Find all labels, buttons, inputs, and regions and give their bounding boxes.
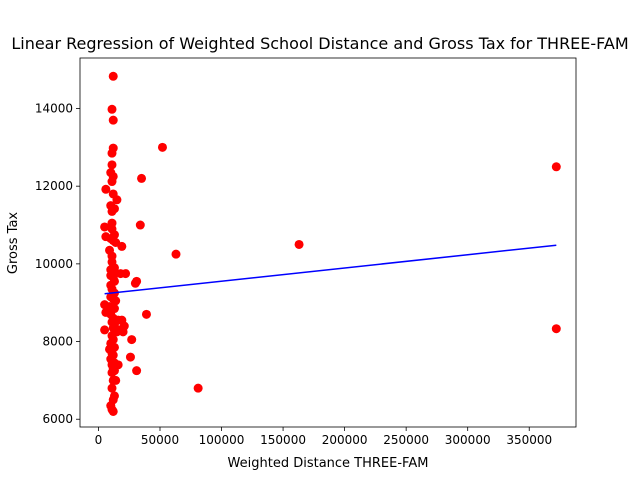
data-point [100,222,110,232]
plot-area [79,57,577,428]
x-tick-label: 350000 [506,433,552,447]
data-point [132,276,142,286]
data-point [294,239,304,249]
data-point [551,162,561,172]
data-point [141,309,151,319]
y-tick-label: 8000 [42,335,73,349]
data-point [108,406,118,416]
data-point [171,249,181,259]
data-point [135,220,145,230]
x-tick-label: 0 [95,433,103,447]
data-point [111,296,121,306]
y-tick-label: 6000 [42,412,73,426]
data-point [113,360,123,370]
data-point [132,366,142,376]
x-tick-label: 100000 [199,433,245,447]
data-point [107,206,117,216]
data-point [121,269,131,279]
data-point [112,195,122,205]
data-point [101,184,111,194]
x-axis: 0 50000 100000 150000 200000 250000 300000 3500… [95,427,552,447]
data-point [107,104,117,114]
x-tick-label: 50000 [141,433,179,447]
y-axis-label: Gross Tax [6,212,21,275]
data-point [107,160,117,170]
data-point [157,142,167,152]
data-point [107,148,117,158]
data-point [108,71,118,81]
plot-frame [79,57,577,428]
data-point [107,177,117,187]
data-point [108,115,118,125]
data-point [107,368,117,378]
x-tick-label: 300000 [445,433,491,447]
data-point [108,375,118,385]
y-tick-label: 12000 [35,179,73,193]
y-tick-label: 10000 [35,257,73,271]
data-point [117,241,127,251]
data-point [118,327,128,337]
x-tick-label: 150000 [260,433,306,447]
y-axis: 6000 8000 10000 12000 14000 [35,101,80,426]
x-axis-label: Weighted Distance THREE-FAM [228,456,429,471]
data-point [193,383,203,393]
data-point [107,383,117,393]
data-point [125,352,135,362]
regression-line [104,244,557,295]
data-point [137,173,147,183]
data-point [551,324,561,334]
x-tick-label: 200000 [322,433,368,447]
chart-title: Linear Regression of Weighted School Dis… [11,34,628,53]
x-tick-label: 250000 [383,433,429,447]
data-point [100,325,110,335]
data-point [127,335,137,345]
y-tick-label: 14000 [35,101,73,115]
